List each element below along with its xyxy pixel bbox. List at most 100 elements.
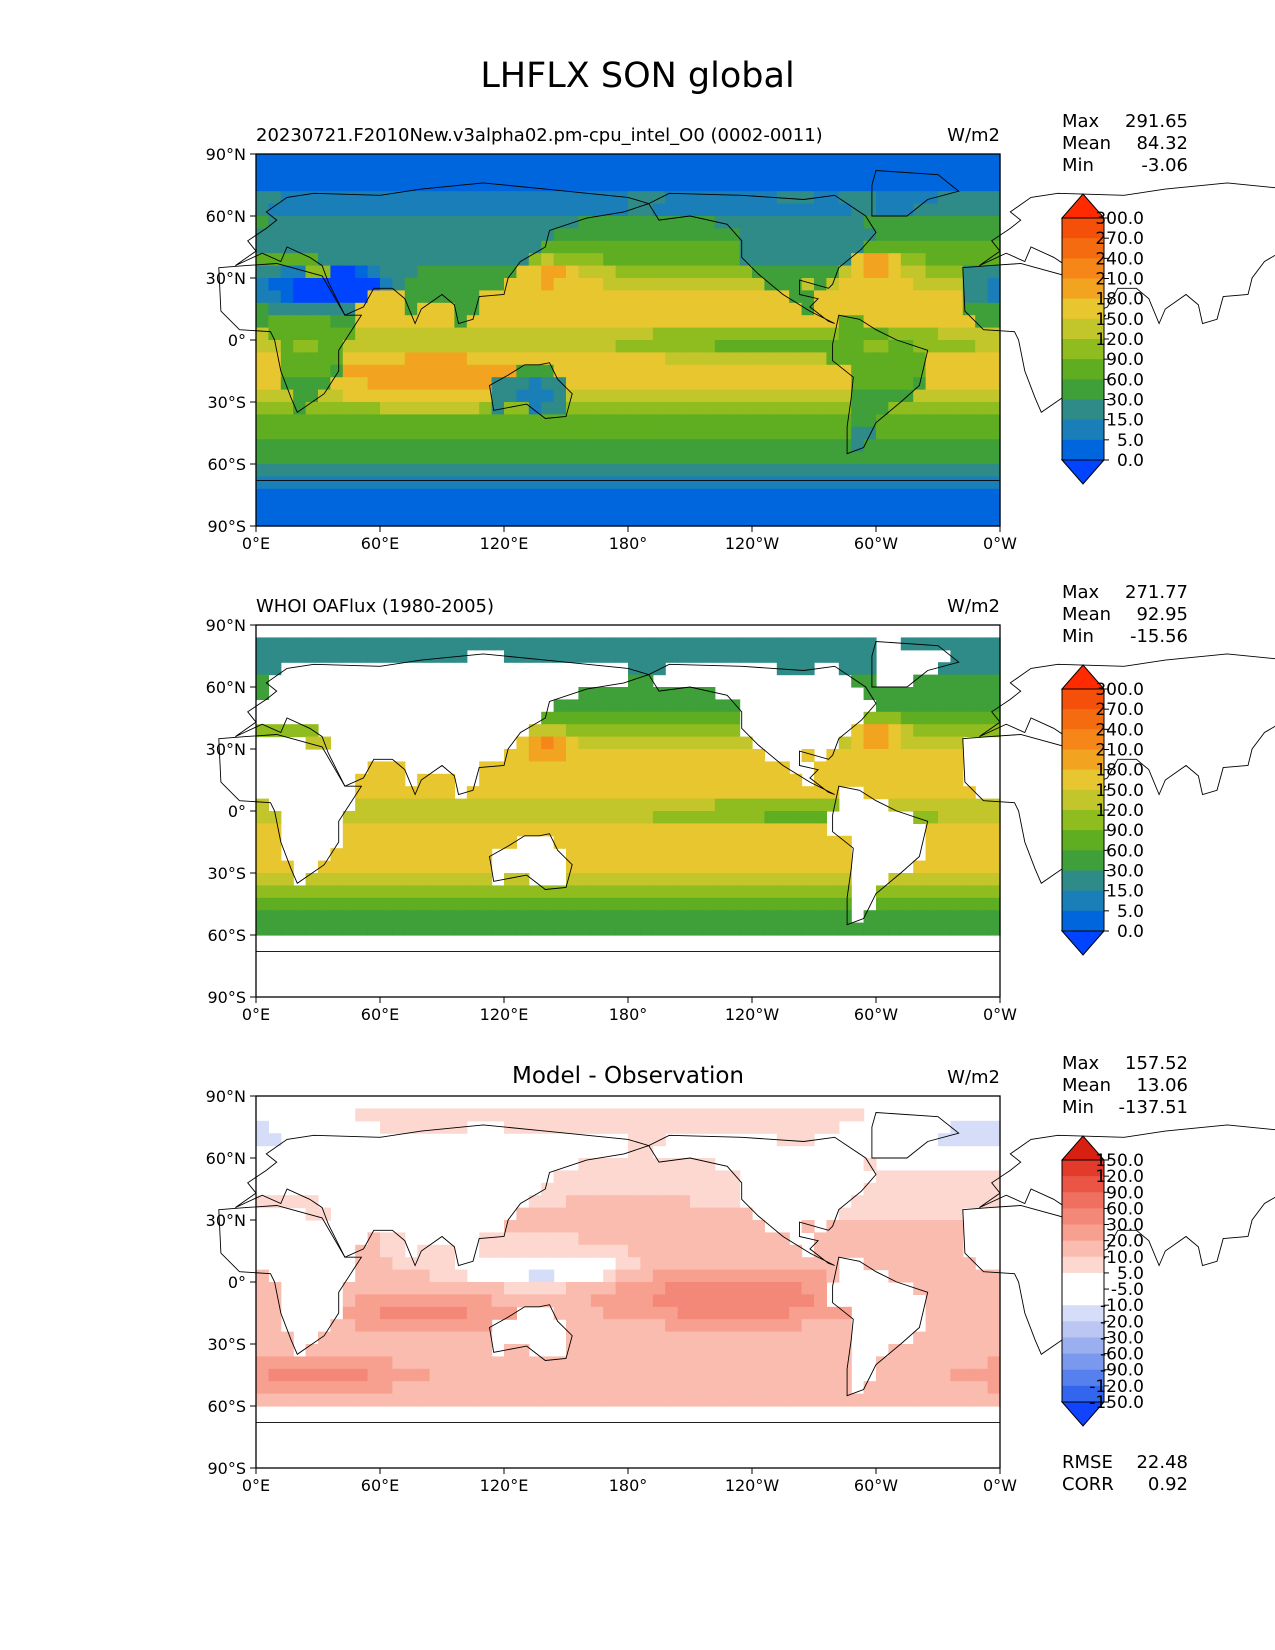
field-cell <box>925 352 939 366</box>
field-cell <box>962 1368 976 1382</box>
field-cell <box>417 364 431 378</box>
field-cell <box>615 1282 629 1295</box>
field-cell <box>417 1257 431 1271</box>
field-cell <box>925 228 939 242</box>
field-cell <box>367 910 381 924</box>
field-cell <box>442 513 455 527</box>
field-cell <box>950 885 964 899</box>
field-cell <box>975 501 989 515</box>
field-cell <box>776 290 790 304</box>
field-cell <box>628 327 641 341</box>
field-cell <box>429 873 443 886</box>
field-cell <box>640 1244 654 1258</box>
field-cell <box>417 191 431 205</box>
field-cell <box>603 910 617 924</box>
field-cell <box>603 1244 617 1258</box>
field-cell <box>764 389 778 403</box>
field-cell <box>491 1108 505 1122</box>
field-cell <box>975 860 989 874</box>
field-cell <box>628 340 641 353</box>
colorbar-tick-label: 15.0 <box>1106 411 1144 431</box>
field-cell <box>615 240 629 254</box>
field-cell <box>962 501 976 515</box>
field-cell <box>479 191 493 205</box>
field-cell <box>429 786 443 800</box>
field-cell <box>367 402 381 415</box>
field-cell <box>479 798 493 812</box>
field-cell <box>454 885 468 899</box>
field-cell <box>826 885 840 899</box>
field-cell <box>752 340 765 353</box>
field-cell <box>987 327 1001 341</box>
field-cell <box>876 191 889 205</box>
field-cell <box>417 1368 431 1382</box>
field-cell <box>764 1269 778 1283</box>
field-cell <box>504 302 517 316</box>
field-cell <box>876 885 889 899</box>
field-cell <box>702 1331 716 1345</box>
field-cell <box>603 513 617 527</box>
field-cell <box>888 476 902 490</box>
colorbar-tick-label: -5.0 <box>1111 1280 1144 1300</box>
field-cell <box>528 823 542 837</box>
field-cell <box>913 1232 927 1246</box>
field-cell <box>442 302 455 316</box>
field-cell <box>888 352 902 366</box>
field-cell <box>454 1306 468 1320</box>
field-cell <box>888 897 902 911</box>
field-cell <box>776 798 790 812</box>
field-cell <box>727 860 741 874</box>
field-cell <box>528 203 542 217</box>
field-cell <box>702 253 716 267</box>
field-cell <box>863 922 877 936</box>
field-cell <box>528 315 542 329</box>
field-cell <box>913 426 927 440</box>
field-cell <box>466 1282 480 1295</box>
field-cell <box>814 835 827 849</box>
field-cell <box>615 649 629 663</box>
field-cell <box>900 1220 914 1233</box>
field-cell <box>739 1294 753 1308</box>
field-cell <box>590 302 604 316</box>
field-cell <box>578 464 592 477</box>
field-cell <box>938 823 951 837</box>
field-cell <box>962 377 976 391</box>
field-cell <box>380 637 393 651</box>
field-cell <box>305 203 319 217</box>
field-cell <box>801 1393 815 1407</box>
field-cell <box>876 1356 889 1370</box>
field-cell <box>925 501 939 515</box>
field-cell <box>752 1356 765 1370</box>
field-cell <box>727 315 741 329</box>
field-cell <box>987 240 1001 254</box>
field-cell <box>566 513 579 527</box>
field-cell <box>578 649 592 663</box>
field-cell <box>752 860 765 874</box>
field-cell <box>838 178 852 192</box>
field-cell <box>528 1368 542 1382</box>
field-cell <box>739 1381 753 1395</box>
field-cell <box>727 848 741 862</box>
field-cell <box>876 464 889 477</box>
field-cell <box>913 315 927 329</box>
field-cell <box>454 501 468 515</box>
field-cell <box>355 278 369 291</box>
field-cell <box>256 823 269 837</box>
x-tick-label: 120°W <box>725 1005 780 1024</box>
field-cell <box>702 191 716 205</box>
field-cell <box>392 327 406 341</box>
field-cell <box>256 637 269 651</box>
field-cell <box>429 327 443 341</box>
field-cell <box>652 203 666 217</box>
field-cell <box>615 910 629 924</box>
field-cell <box>392 389 406 403</box>
field-cell <box>913 1220 927 1233</box>
field-cell <box>975 835 989 849</box>
field-cell <box>950 1393 964 1407</box>
field-cell <box>652 1207 666 1221</box>
field-cell <box>975 1319 989 1333</box>
field-cell <box>801 1344 815 1357</box>
field-cell <box>851 228 865 242</box>
field-cell <box>714 848 728 862</box>
field-cell <box>330 340 344 353</box>
